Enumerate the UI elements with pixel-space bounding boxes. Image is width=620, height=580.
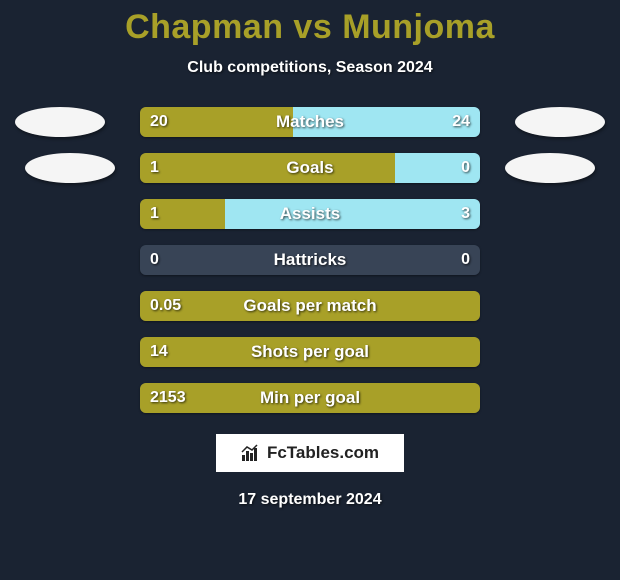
player-left-avatar-2 <box>25 153 115 183</box>
stat-row: 2153Min per goal <box>140 383 480 413</box>
stat-label: Min per goal <box>140 383 480 413</box>
stat-label: Hattricks <box>140 245 480 275</box>
watermark: FcTables.com <box>215 433 405 473</box>
stat-row: 0.05Goals per match <box>140 291 480 321</box>
stat-bars: 20Matches241Goals01Assists30Hattricks00.… <box>140 107 480 413</box>
player-left-avatar-1 <box>15 107 105 137</box>
stat-value-right: 0 <box>461 245 470 275</box>
stat-value-right: 24 <box>452 107 470 137</box>
subtitle: Club competitions, Season 2024 <box>0 59 620 77</box>
page-title: Chapman vs Munjoma <box>0 0 620 47</box>
stat-row: 1Assists3 <box>140 199 480 229</box>
player-right-avatar-1 <box>515 107 605 137</box>
stat-label: Goals <box>140 153 480 183</box>
player-right-avatar-2 <box>505 153 595 183</box>
chart-icon <box>241 444 263 462</box>
stat-row: 1Goals0 <box>140 153 480 183</box>
stat-row: 20Matches24 <box>140 107 480 137</box>
stat-label: Assists <box>140 199 480 229</box>
stat-value-right: 3 <box>461 199 470 229</box>
stat-row: 14Shots per goal <box>140 337 480 367</box>
comparison-chart: 20Matches241Goals01Assists30Hattricks00.… <box>0 107 620 413</box>
stat-label: Goals per match <box>140 291 480 321</box>
stat-label: Shots per goal <box>140 337 480 367</box>
stat-row: 0Hattricks0 <box>140 245 480 275</box>
stat-value-right: 0 <box>461 153 470 183</box>
watermark-text: FcTables.com <box>267 443 379 463</box>
date: 17 september 2024 <box>0 491 620 509</box>
stat-label: Matches <box>140 107 480 137</box>
